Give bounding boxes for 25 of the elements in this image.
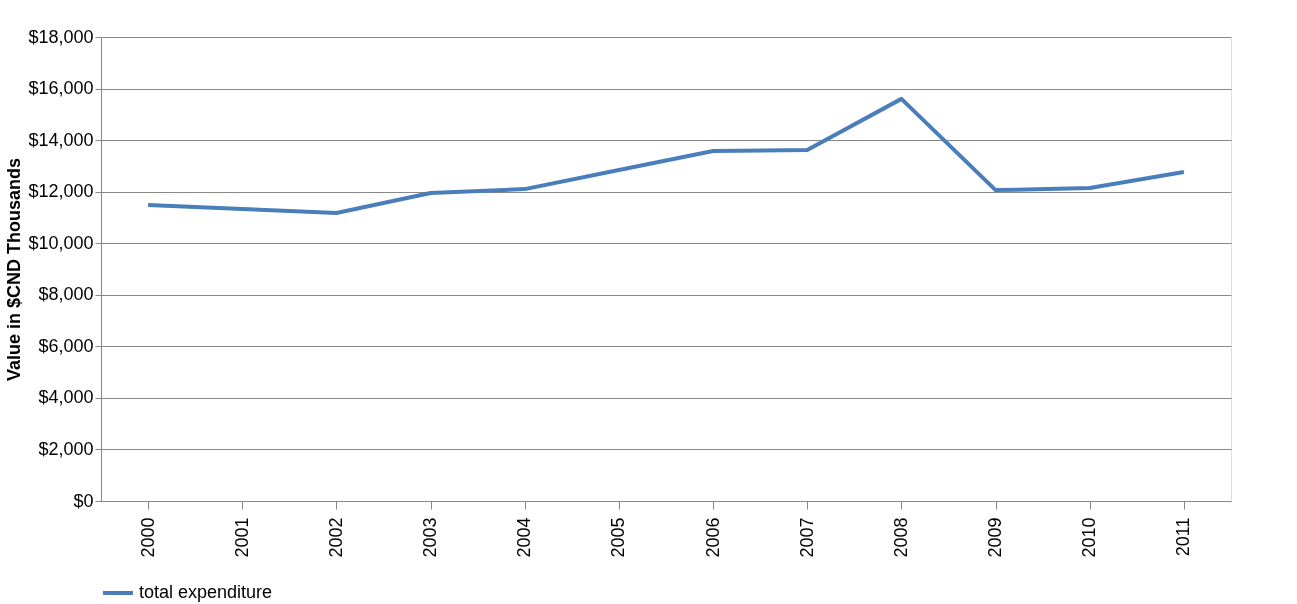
x-tick-label: 2003 [420,517,441,558]
legend-label: total expenditure [139,582,273,602]
y-tick-label: $16,000 [28,78,94,99]
y-tick-label: $12,000 [28,181,94,202]
y-tick-label: $18,000 [28,26,94,47]
x-tick-label: 2007 [796,517,817,558]
x-tick-label: 2000 [137,517,158,558]
x-tick-label: 2010 [1079,517,1100,558]
y-tick-label: $0 [73,490,94,511]
y-tick-label: $6,000 [38,335,94,356]
x-tick-label: 2006 [702,517,723,558]
y-tick-label: $2,000 [38,438,94,459]
y-tick-label: $8,000 [38,284,94,305]
y-tick-label: $10,000 [28,232,94,253]
x-tick-label: 2009 [985,517,1006,558]
x-tick-label: 2005 [608,517,629,558]
x-tick-label: 2001 [231,517,252,558]
y-tick-label: $14,000 [28,129,94,150]
x-tick-label: 2004 [514,517,535,558]
y-axis-title: Value in $CND Thousands [4,157,25,382]
x-tick-label: 2002 [325,517,346,558]
x-tick-label: 2011 [1173,517,1194,557]
y-tick-label: $4,000 [38,387,94,408]
line-series [146,96,1186,216]
x-tick-label: 2008 [890,517,911,558]
